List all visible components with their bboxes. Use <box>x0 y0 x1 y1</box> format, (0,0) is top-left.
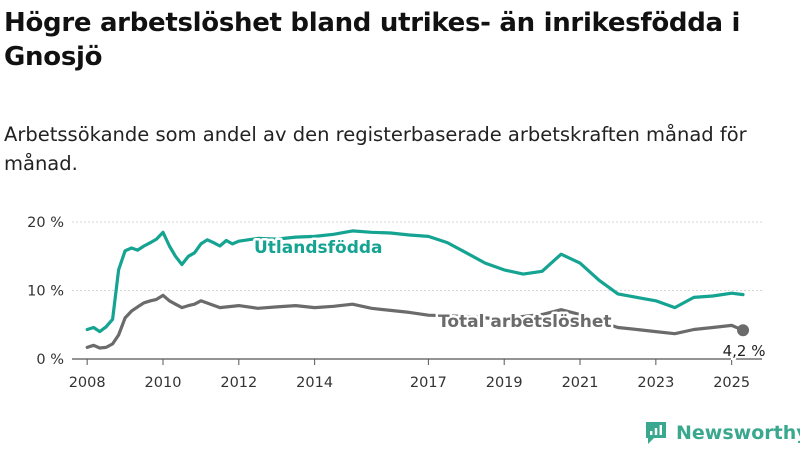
x-tick-label: 2014 <box>296 375 333 391</box>
x-tick-label: 2023 <box>637 375 674 391</box>
series-label-utlandsfodda: Utlandsfödda <box>254 238 383 258</box>
x-tick-label: 2025 <box>713 375 750 391</box>
series-line-total-arbetslöshet <box>85 293 745 350</box>
chart-title: Högre arbetslöshet bland utrikes- än inr… <box>4 8 741 72</box>
series-labels: Utlandsfödda Total arbetslöshet 4,2 % <box>252 236 768 363</box>
gridlines <box>72 221 762 360</box>
y-tick-label: 0 % <box>36 352 64 368</box>
end-point-marker <box>737 324 750 337</box>
y-tick-label: 10 % <box>27 284 64 300</box>
newsworthy-logo-icon <box>646 422 666 444</box>
series-label-total: Total arbetslöshet <box>438 312 612 332</box>
x-tick-label: 2008 <box>69 375 106 391</box>
x-axis-ticks: 2008 2010 2012 2014 2017 2019 2021 2023 2025 <box>69 359 750 391</box>
x-tick-label: 2010 <box>145 375 182 391</box>
brand-name: Newsworthy <box>676 422 800 444</box>
y-axis-ticks: 0 % 10 % 20 % <box>27 215 64 368</box>
x-tick-label: 2019 <box>486 375 523 391</box>
end-value-label: 4,2 % <box>723 342 766 360</box>
x-tick-label: 2021 <box>562 375 599 391</box>
y-tick-label: 20 % <box>27 215 64 231</box>
series-line-utlandsfödda <box>85 229 745 334</box>
series-lines <box>85 229 745 350</box>
brand-logo: Newsworthy <box>644 420 800 446</box>
x-tick-label: 2017 <box>410 375 447 391</box>
x-tick-label: 2012 <box>220 375 257 391</box>
chart-subtitle: Arbetssökande som andel av den registerb… <box>4 123 747 175</box>
